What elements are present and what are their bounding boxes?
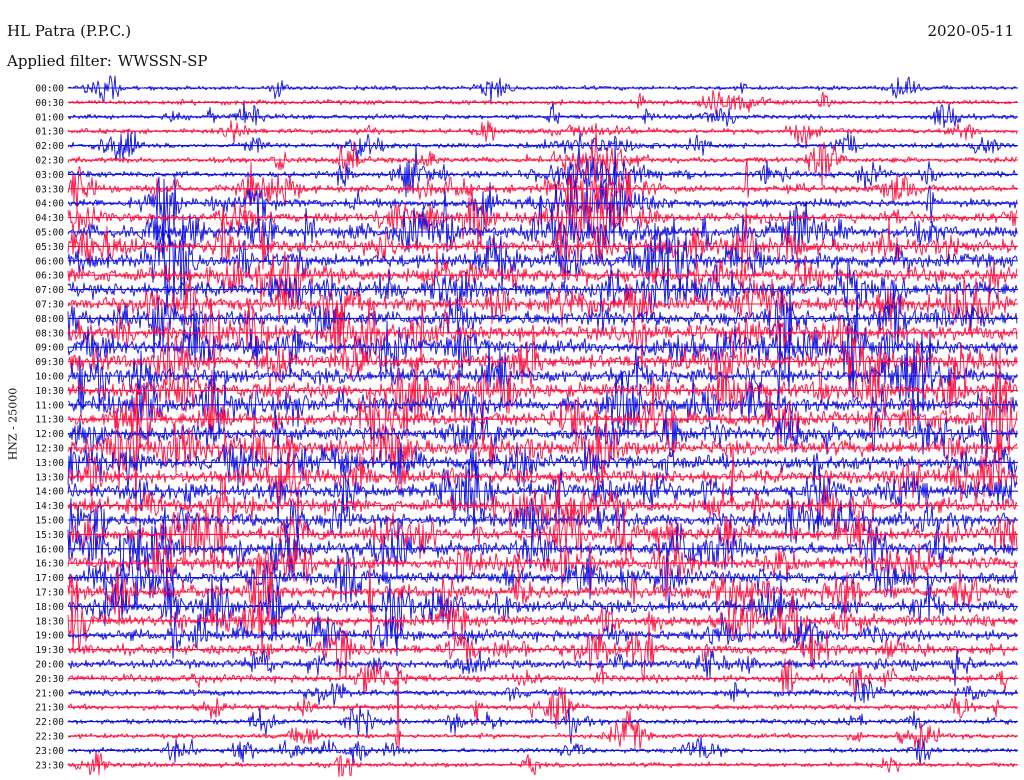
row-label: 13:00 bbox=[35, 458, 64, 469]
trace-row bbox=[67, 386, 1018, 527]
trace-row bbox=[67, 142, 1018, 198]
row-label: 03:00 bbox=[35, 170, 64, 181]
trace-row bbox=[67, 442, 1018, 520]
trace-row bbox=[67, 506, 1018, 600]
row-label: 00:00 bbox=[35, 84, 64, 95]
trace-row bbox=[67, 268, 1018, 337]
row-label: 06:30 bbox=[35, 271, 64, 282]
filter-label: Applied filter: bbox=[7, 52, 112, 70]
row-label: 04:00 bbox=[35, 199, 64, 210]
row-label: 18:00 bbox=[35, 602, 64, 613]
trace-row bbox=[67, 498, 1018, 575]
trace-row bbox=[68, 100, 1018, 129]
filter-value: WWSSN-SP bbox=[117, 52, 208, 70]
row-label: 01:00 bbox=[35, 112, 64, 123]
row-label: 20:30 bbox=[35, 674, 64, 685]
trace-row bbox=[67, 120, 1018, 150]
trace-row bbox=[68, 321, 1018, 398]
row-label: 10:30 bbox=[35, 386, 64, 397]
row-label: 21:00 bbox=[35, 688, 64, 699]
row-label: 15:00 bbox=[35, 516, 64, 527]
row-label: 23:30 bbox=[35, 760, 64, 771]
trace-row bbox=[67, 451, 1018, 540]
row-label: 18:30 bbox=[35, 616, 64, 627]
row-label: 17:00 bbox=[35, 573, 64, 584]
station-title: HL Patra (P.P.C.) bbox=[7, 22, 132, 40]
trace-row bbox=[68, 365, 1018, 439]
trace-row bbox=[67, 662, 1018, 751]
row-label: 07:00 bbox=[35, 285, 64, 296]
row-label: 02:00 bbox=[35, 141, 64, 152]
trace-row bbox=[67, 577, 1018, 653]
trace-row bbox=[67, 473, 1018, 532]
row-label: 07:30 bbox=[35, 300, 64, 311]
trace-row bbox=[67, 207, 1018, 281]
row-label: 06:00 bbox=[35, 256, 64, 267]
row-label: 05:30 bbox=[35, 242, 64, 253]
row-label: 11:30 bbox=[35, 415, 64, 426]
trace-row bbox=[67, 189, 1018, 261]
row-label: 16:00 bbox=[35, 544, 64, 555]
row-label: 01:30 bbox=[35, 127, 64, 138]
row-label: 10:00 bbox=[35, 372, 64, 383]
trace-row bbox=[67, 572, 1018, 657]
row-label: 05:00 bbox=[35, 228, 64, 239]
trace-row bbox=[67, 750, 1018, 777]
trace-row bbox=[67, 648, 1018, 687]
row-label: 02:30 bbox=[35, 156, 64, 167]
row-label: 15:30 bbox=[35, 530, 64, 541]
row-label: 17:30 bbox=[35, 588, 64, 599]
row-label: 22:30 bbox=[35, 732, 64, 743]
trace-row bbox=[67, 277, 1018, 402]
row-label: 23:00 bbox=[35, 746, 64, 757]
row-label: 11:00 bbox=[35, 400, 64, 411]
row-label: 09:30 bbox=[35, 357, 64, 368]
row-label: 09:00 bbox=[35, 343, 64, 354]
channel-scale-label: HNZ - 25000 bbox=[6, 387, 20, 461]
row-label: 00:30 bbox=[35, 98, 64, 109]
row-label: 14:30 bbox=[35, 501, 64, 512]
trace-row bbox=[67, 410, 1018, 464]
row-label: 20:00 bbox=[35, 660, 64, 671]
trace-row bbox=[67, 171, 1018, 267]
row-label: 19:00 bbox=[35, 631, 64, 642]
row-label: 08:00 bbox=[35, 314, 64, 325]
row-label: 14:00 bbox=[35, 487, 64, 498]
row-label: 16:30 bbox=[35, 559, 64, 570]
trace-row bbox=[67, 705, 1018, 745]
row-label: 21:30 bbox=[35, 703, 64, 714]
row-label: 03:30 bbox=[35, 184, 64, 195]
filter-info: Applied filter: WWSSN-SP bbox=[7, 52, 208, 70]
row-label: 12:00 bbox=[35, 429, 64, 440]
trace-row bbox=[67, 557, 1018, 659]
row-label: 13:30 bbox=[35, 472, 64, 483]
row-label: 19:30 bbox=[35, 645, 64, 656]
trace-row bbox=[67, 736, 1018, 767]
trace-row bbox=[67, 130, 1018, 187]
row-label: 08:30 bbox=[35, 328, 64, 339]
trace-row bbox=[67, 213, 1018, 307]
trace-row bbox=[67, 347, 1018, 481]
trace-row bbox=[67, 75, 1018, 103]
trace-row bbox=[67, 357, 1018, 439]
date-label: 2020-05-11 bbox=[927, 22, 1014, 40]
row-label: 12:30 bbox=[35, 444, 64, 455]
trace-row bbox=[67, 550, 1018, 614]
row-label: 22:00 bbox=[35, 717, 64, 728]
row-label: 04:30 bbox=[35, 213, 64, 224]
